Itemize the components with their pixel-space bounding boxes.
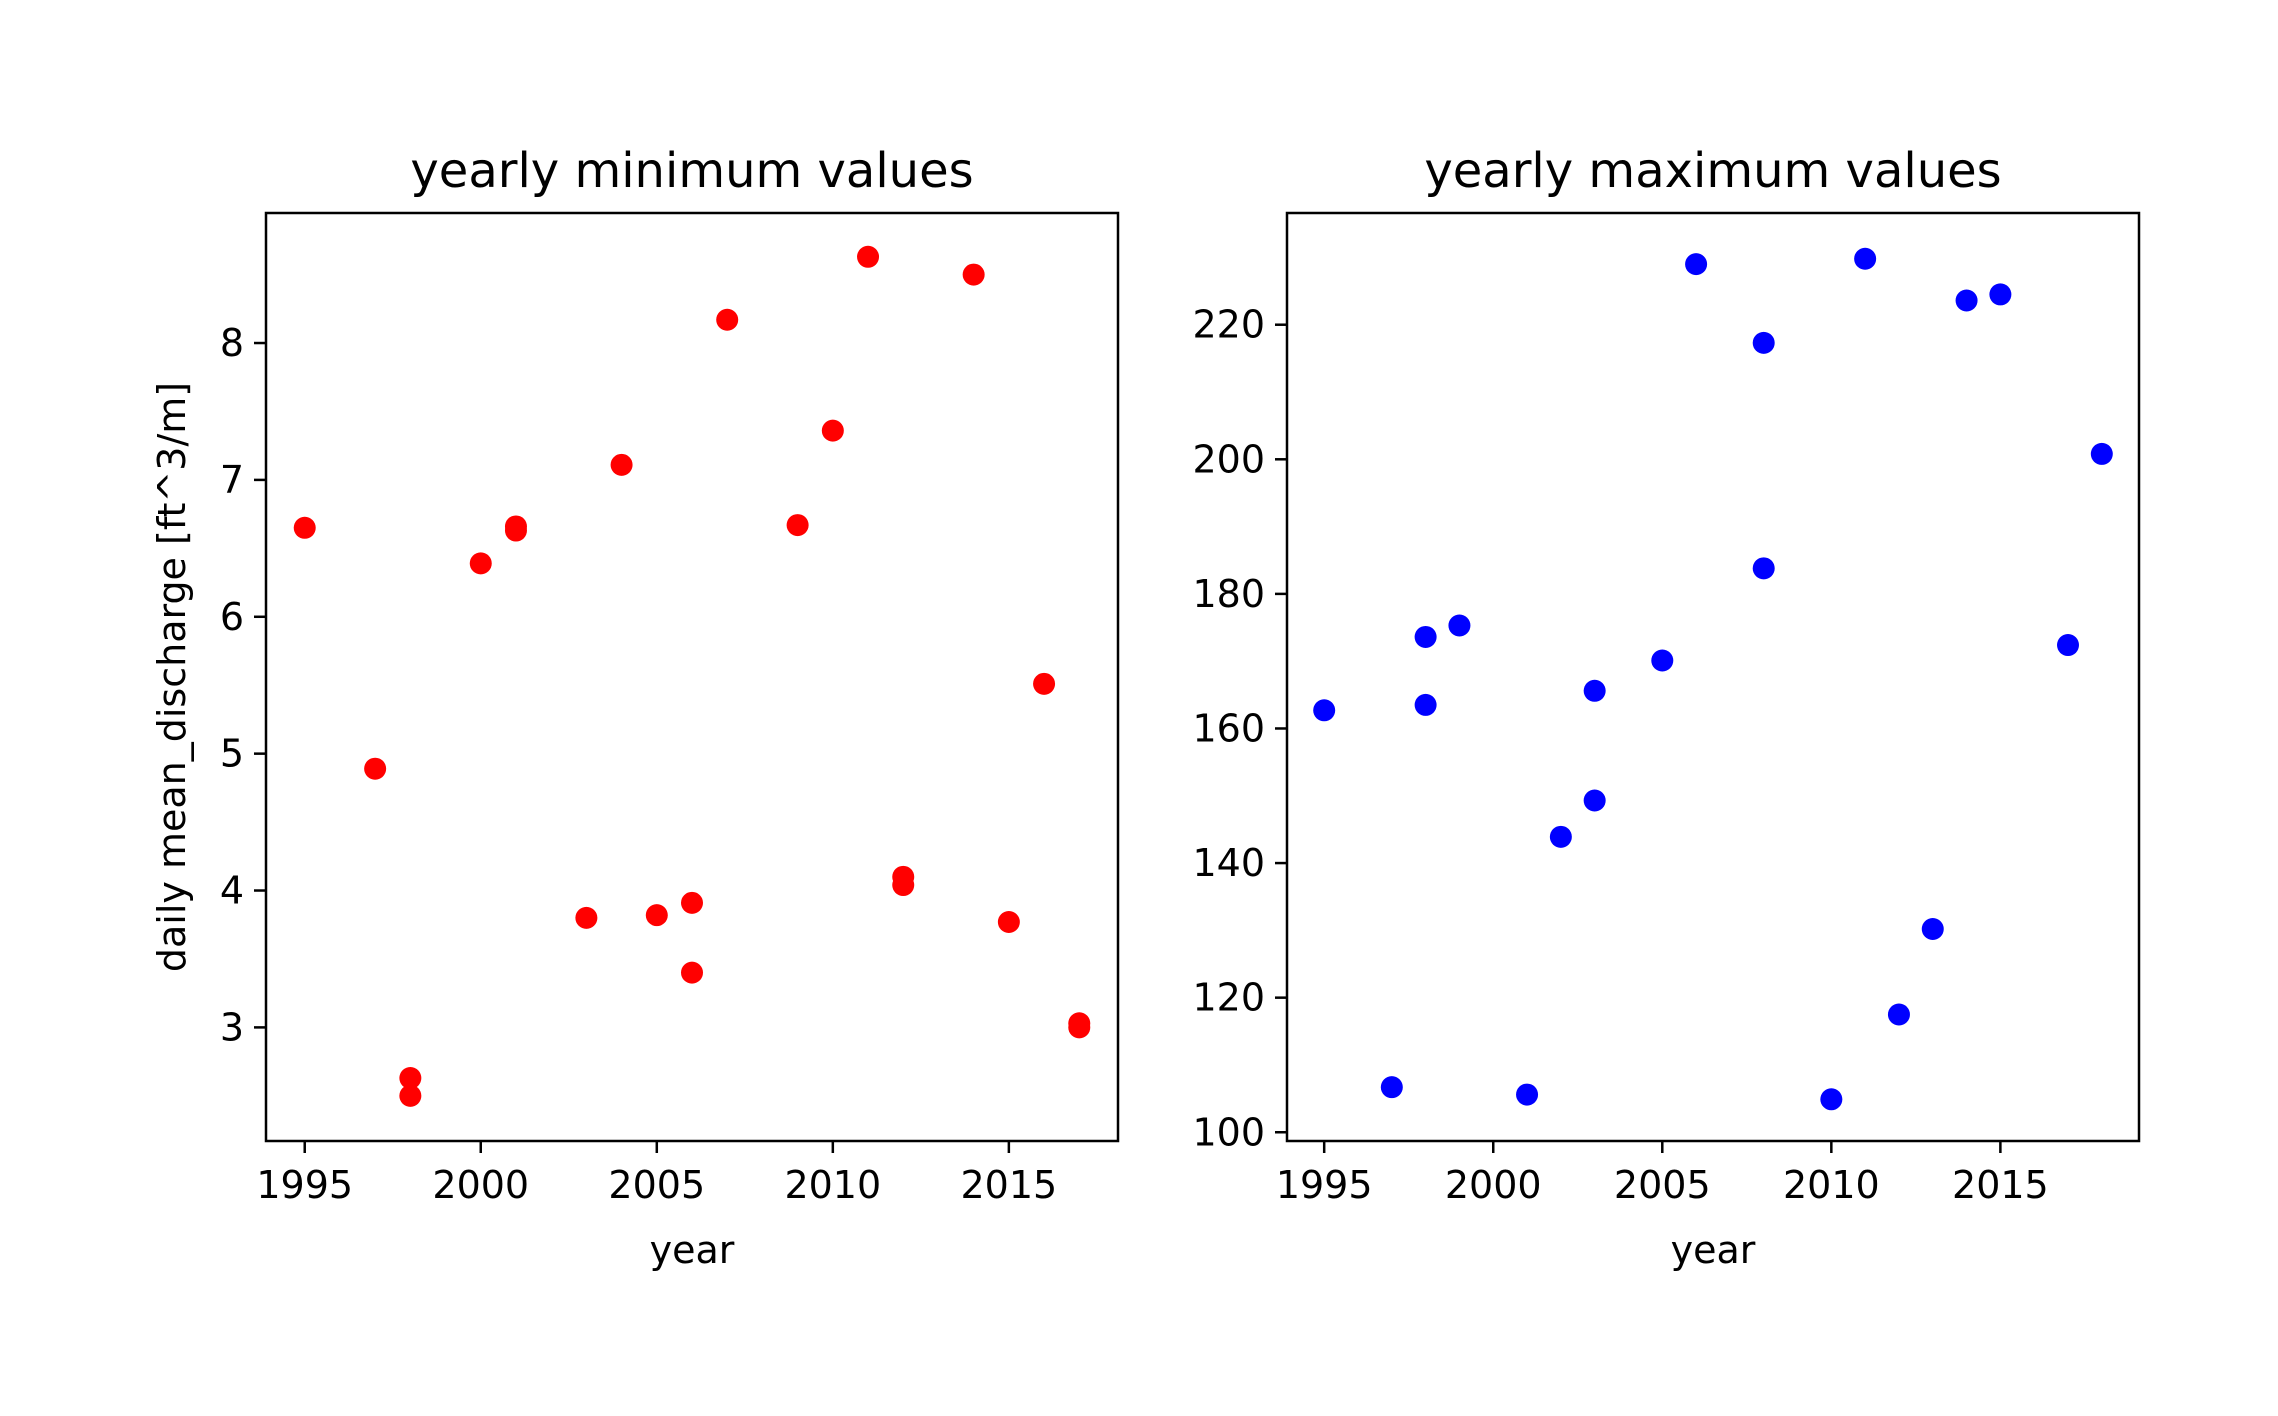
max-x-tick-label: 2015 [1952,1163,2049,1207]
max-y-tick-label: 160 [1192,706,1265,750]
max-x-ticks: 1995 2000 2005 2010 2015 [1276,1141,2049,1207]
min-x-tick-label: 2000 [432,1163,529,1207]
max-data-point [1448,614,1471,637]
min-data-point [997,911,1020,934]
max-y-tick-label: 140 [1192,841,1265,885]
max-data-point [1955,289,1978,312]
min-x-tick-label: 1995 [256,1163,353,1207]
max-values-panel: yearly maximum values 1995 2000 2005 2010 20… [1192,143,2141,1272]
max-data-point [1651,649,1674,672]
min-plot-frame [264,211,1120,1143]
min-y-axis-label: daily mean_discharge [ft^3/m] [150,382,194,972]
max-plot-frame [1285,211,2141,1143]
max-data-point [1887,1003,1910,1026]
max-data-point [1854,247,1877,270]
min-data-point [575,906,598,929]
max-y-tick-label: 100 [1192,1110,1265,1154]
max-y-tick-label: 120 [1192,976,1265,1020]
max-x-tick-label: 2000 [1445,1163,1542,1207]
min-x-ticks: 1995 2000 2005 2010 2015 [256,1141,1057,1207]
min-x-axis-label: year [650,1228,735,1272]
max-data-point [1414,693,1437,716]
min-y-tick-label: 5 [220,732,244,776]
min-data-point [364,757,387,780]
max-x-axis-label: year [1671,1228,1756,1272]
max-x-tick-label: 1995 [1276,1163,1373,1207]
max-data-point [1685,253,1708,276]
max-data-point [1752,557,1775,580]
min-y-tick-label: 6 [220,595,244,639]
min-data-point [645,904,668,927]
min-data-point [786,514,809,537]
min-data-point [504,519,527,542]
min-x-tick-label: 2015 [961,1163,1058,1207]
min-data-point [857,245,880,268]
min-y-tick-label: 4 [220,869,244,913]
min-y-tick-label: 8 [220,321,244,365]
min-data-point [610,453,633,476]
min-values-panel: yearly minimum values 1995 2000 2005 2010 20… [150,143,1120,1272]
min-data-point [681,961,703,984]
min-x-tick-label: 2010 [784,1163,881,1207]
max-chart-title: yearly maximum values [1424,143,2001,199]
min-data-point [716,308,739,331]
max-data-point [1752,331,1775,354]
max-data-point [1380,1076,1403,1099]
min-y-tick-label: 7 [220,458,244,502]
max-data-point [1583,679,1606,702]
max-y-ticks: 100 120 140 160 180 200 220 [1192,303,1287,1154]
max-scatter-points [1313,247,2113,1111]
min-y-ticks: 3 4 5 6 7 8 [220,321,266,1049]
max-x-tick-label: 2005 [1614,1163,1711,1207]
max-data-point [1549,825,1572,848]
min-data-point [962,263,985,286]
min-data-point [681,891,703,914]
min-data-point [399,1084,422,1107]
min-data-point [821,419,844,442]
max-data-point [1516,1083,1539,1106]
min-y-tick-label: 3 [220,1005,244,1049]
min-data-point [399,1067,422,1090]
max-data-point [2057,634,2079,657]
min-data-point [293,516,316,539]
max-y-tick-label: 180 [1192,572,1265,616]
min-data-point [892,874,915,897]
max-data-point [1820,1088,1843,1111]
min-x-tick-label: 2005 [608,1163,705,1207]
min-data-point [469,552,492,575]
max-x-tick-label: 2010 [1783,1163,1880,1207]
min-scatter-points [293,245,1091,1107]
max-data-point [1921,918,1944,941]
max-data-point [2090,442,2113,465]
max-data-point [1989,283,2012,306]
min-data-point [1068,1016,1091,1039]
max-y-tick-label: 200 [1192,437,1265,481]
min-chart-title: yearly minimum values [410,143,973,199]
max-data-point [1313,699,1336,722]
max-data-point [1583,789,1606,812]
max-data-point [1414,625,1437,648]
min-data-point [1033,672,1056,695]
max-y-tick-label: 220 [1192,303,1265,347]
